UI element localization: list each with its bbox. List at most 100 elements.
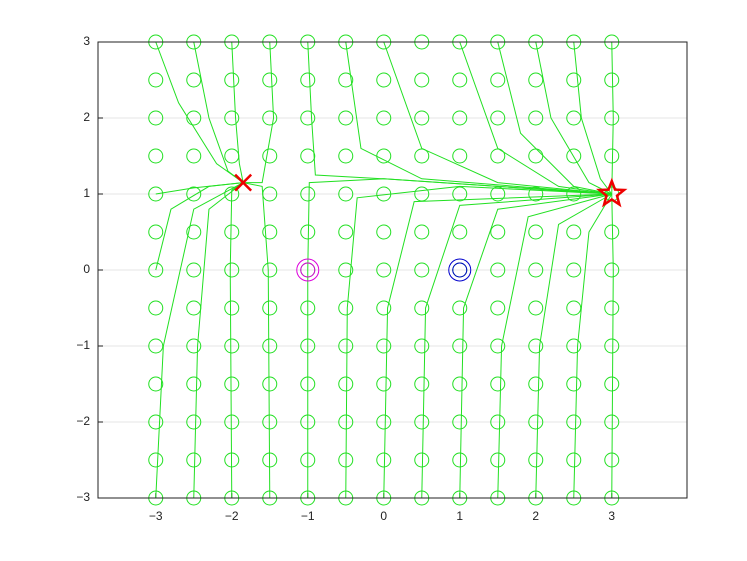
- start-point: [186, 300, 202, 316]
- start-point: [338, 452, 354, 468]
- start-point: [300, 452, 316, 468]
- start-point: [414, 72, 430, 88]
- start-point: [414, 110, 430, 126]
- trajectory: [383, 193, 612, 499]
- start-point: [604, 224, 620, 240]
- start-point: [566, 300, 582, 316]
- start-point: [376, 148, 392, 164]
- start-point: [490, 376, 506, 392]
- start-point: [262, 186, 278, 202]
- trajectory: [345, 185, 612, 499]
- start-point: [262, 262, 278, 278]
- trajectory: [231, 41, 244, 183]
- start-point: [566, 452, 582, 468]
- trajectory: [573, 193, 613, 499]
- start-point: [414, 186, 430, 202]
- start-point: [148, 414, 164, 430]
- start-point: [376, 376, 392, 392]
- start-point: [148, 148, 164, 164]
- start-point: [490, 338, 506, 354]
- start-point: [528, 338, 544, 354]
- start-point: [452, 110, 468, 126]
- x-tick-label: 0: [380, 509, 387, 523]
- start-point: [224, 224, 240, 240]
- start-point: [262, 72, 278, 88]
- start-point: [528, 72, 544, 88]
- start-point: [528, 414, 544, 430]
- goal-marker: [596, 177, 628, 208]
- start-point: [566, 186, 582, 202]
- y-tick-label: 2: [83, 110, 90, 124]
- plot-frame: [97, 41, 688, 499]
- start-point: [186, 72, 202, 88]
- start-point: [148, 452, 164, 468]
- start-point: [414, 452, 430, 468]
- start-point: [338, 414, 354, 430]
- x-tick-label: −3: [149, 509, 163, 523]
- start-point: [376, 300, 392, 316]
- trajectory: [573, 41, 613, 195]
- start-point: [376, 414, 392, 430]
- start-point: [262, 224, 278, 240]
- start-point: [262, 300, 278, 316]
- start-point: [490, 186, 506, 202]
- start-point: [528, 452, 544, 468]
- start-point: [338, 72, 354, 88]
- start-point: [452, 300, 468, 316]
- start-point: [262, 414, 278, 430]
- start-point: [224, 72, 240, 88]
- trajectory: [307, 41, 612, 195]
- start-point: [414, 376, 430, 392]
- start-point: [414, 148, 430, 164]
- start-point: [338, 376, 354, 392]
- start-point: [490, 224, 506, 240]
- start-point: [452, 186, 468, 202]
- x-tick-label: 3: [608, 509, 615, 523]
- start-point: [452, 148, 468, 164]
- start-point: [604, 376, 620, 392]
- start-point: [452, 72, 468, 88]
- start-point: [262, 376, 278, 392]
- obstacle-marker-inner: [452, 262, 468, 278]
- start-point: [224, 414, 240, 430]
- start-point: [490, 452, 506, 468]
- start-point: [300, 376, 316, 392]
- start-point: [604, 452, 620, 468]
- trajectory: [459, 193, 612, 499]
- obstacle-marker: [448, 258, 472, 282]
- start-point: [566, 110, 582, 126]
- start-point: [148, 110, 164, 126]
- start-point: [224, 110, 240, 126]
- trajectory: [497, 41, 612, 195]
- start-point: [224, 262, 240, 278]
- y-tick-label: −1: [76, 338, 90, 352]
- start-point: [338, 338, 354, 354]
- start-point: [566, 148, 582, 164]
- trajectory: [421, 193, 612, 499]
- start-point: [376, 224, 392, 240]
- y-tick-label: 3: [83, 34, 90, 48]
- start-point: [186, 110, 202, 126]
- trajectory: [459, 41, 612, 195]
- start-point: [300, 72, 316, 88]
- start-point: [338, 300, 354, 316]
- start-point: [452, 338, 468, 354]
- start-point: [376, 262, 392, 278]
- start-point: [300, 186, 316, 202]
- start-point: [224, 338, 240, 354]
- start-point: [224, 376, 240, 392]
- start-point: [490, 148, 506, 164]
- start-point: [186, 224, 202, 240]
- start-point: [262, 338, 278, 354]
- start-point: [490, 72, 506, 88]
- start-point: [300, 338, 316, 354]
- start-point: [490, 414, 506, 430]
- start-point: [376, 452, 392, 468]
- start-point: [262, 452, 278, 468]
- start-point: [414, 414, 430, 430]
- start-point: [300, 300, 316, 316]
- start-point: [186, 376, 202, 392]
- start-point: [224, 148, 240, 164]
- y-tick-label: −3: [76, 490, 90, 504]
